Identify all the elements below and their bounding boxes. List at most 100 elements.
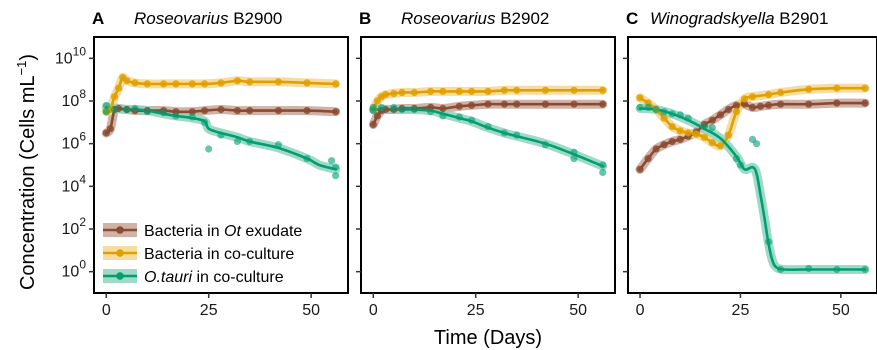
data-point-otauri xyxy=(274,141,282,149)
data-point-otauri xyxy=(332,163,340,171)
x-tick-label: 25 xyxy=(467,302,485,319)
data-point-coculture xyxy=(115,84,123,92)
y-axis-title: Concentration (Cells mL−1) xyxy=(14,54,39,290)
legend-label: Bacteria in Ot exudate xyxy=(144,223,302,240)
data-point-otauri xyxy=(217,131,225,139)
data-point-otauri xyxy=(833,265,841,274)
data-point-otauri xyxy=(570,155,578,163)
data-point-coculture xyxy=(599,86,607,94)
data-point-exudate xyxy=(332,108,340,116)
data-point-otauri xyxy=(410,105,418,114)
data-point-otauri xyxy=(652,105,660,114)
data-point-otauri xyxy=(233,137,241,146)
data-point-otauri xyxy=(500,129,508,137)
data-point-otauri xyxy=(188,113,196,121)
data-point-coculture xyxy=(724,131,733,139)
data-point-coculture xyxy=(777,88,785,97)
data-point-coculture xyxy=(110,93,119,101)
x-tick-label: 50 xyxy=(569,302,587,319)
data-point-exudate xyxy=(756,102,765,110)
legend-item: O.tauri in co-culture xyxy=(103,269,284,286)
data-point-exudate xyxy=(777,100,785,108)
data-point-exudate xyxy=(188,108,196,116)
legend: Bacteria in Ot exudate Bacteria in co-cul… xyxy=(103,223,302,286)
data-point-coculture xyxy=(660,114,668,122)
data-point-coculture xyxy=(439,87,447,95)
data-point-otauri xyxy=(777,265,785,274)
legend-item: Bacteria in Ot exudate xyxy=(103,223,302,240)
data-point-otauri xyxy=(123,105,131,114)
x-tick-label: 0 xyxy=(369,302,378,319)
data-point-otauri xyxy=(172,112,180,120)
data-point-otauri xyxy=(427,108,435,116)
ci-band-otauri xyxy=(368,104,608,171)
data-point-coculture xyxy=(217,79,225,87)
data-point-otauri xyxy=(160,109,168,117)
data-point-coculture xyxy=(172,80,180,88)
panel-letter: A xyxy=(92,9,104,28)
data-point-exudate xyxy=(833,99,841,107)
data-point-otauri xyxy=(102,101,110,109)
data-point-otauri xyxy=(700,123,708,131)
data-point-otauri xyxy=(102,108,110,116)
x-tick-label: 0 xyxy=(636,302,645,319)
data-point-exudate xyxy=(439,104,447,113)
x-tick-label: 50 xyxy=(832,302,850,319)
panel-title: Roseovarius B2902 xyxy=(401,9,549,28)
data-point-coculture xyxy=(274,78,282,86)
panels: 0 25 50 100 102 104 106 108 1010 A Roseovarius B29… xyxy=(55,9,877,319)
data-point-exudate xyxy=(541,100,550,108)
data-point-otauri xyxy=(676,111,684,119)
panel-title: Roseovarius B2900 xyxy=(134,9,282,28)
data-point-coculture xyxy=(427,87,435,95)
data-point-coculture xyxy=(160,80,168,88)
data-point-otauri xyxy=(541,141,550,149)
legend-label: Bacteria in co-culture xyxy=(144,246,294,263)
y-tick-label: 102 xyxy=(62,215,87,238)
data-point-exudate xyxy=(805,100,813,108)
legend-key-point xyxy=(116,272,124,280)
legend-key-point xyxy=(116,226,124,234)
legend-item: Bacteria in co-culture xyxy=(103,246,294,263)
data-point-exudate xyxy=(468,101,476,109)
data-point-otauri xyxy=(513,131,521,139)
data-point-exudate xyxy=(513,100,521,108)
data-point-coculture xyxy=(131,79,139,87)
data-point-coculture xyxy=(484,87,492,95)
y-tick-label: 1010 xyxy=(55,44,86,67)
x-tick-label: 25 xyxy=(732,302,750,319)
data-point-coculture xyxy=(708,139,716,147)
x-tick-label: 50 xyxy=(302,302,320,319)
data-point-coculture xyxy=(833,84,841,92)
data-point-coculture xyxy=(570,86,578,94)
data-point-coculture xyxy=(455,87,463,95)
data-point-coculture xyxy=(123,77,131,85)
data-point-exudate xyxy=(484,100,492,108)
data-point-exudate xyxy=(748,103,757,111)
data-point-coculture xyxy=(398,88,406,97)
data-point-otauri xyxy=(246,137,254,146)
data-point-otauri xyxy=(805,264,813,273)
data-point-otauri xyxy=(732,155,741,163)
data-point-exudate xyxy=(636,165,644,173)
data-point-coculture xyxy=(410,88,418,97)
x-tick-label: 25 xyxy=(200,302,218,319)
data-point-coculture xyxy=(716,142,725,150)
data-point-exudate xyxy=(373,112,381,120)
data-point-coculture xyxy=(303,79,311,87)
data-point-coculture xyxy=(700,133,708,141)
data-point-otauri xyxy=(468,116,476,124)
series-line-otauri xyxy=(372,108,604,168)
data-point-otauri xyxy=(736,161,745,169)
data-point-coculture xyxy=(668,123,676,131)
data-point-otauri xyxy=(765,238,773,246)
data-point-coculture xyxy=(732,108,741,116)
data-point-exudate xyxy=(861,99,869,107)
data-point-coculture xyxy=(390,89,398,98)
data-point-coculture xyxy=(676,127,684,135)
data-point-coculture xyxy=(382,91,390,99)
data-point-exudate xyxy=(246,107,254,115)
panel-frame xyxy=(360,36,616,294)
data-point-exudate xyxy=(106,125,114,133)
